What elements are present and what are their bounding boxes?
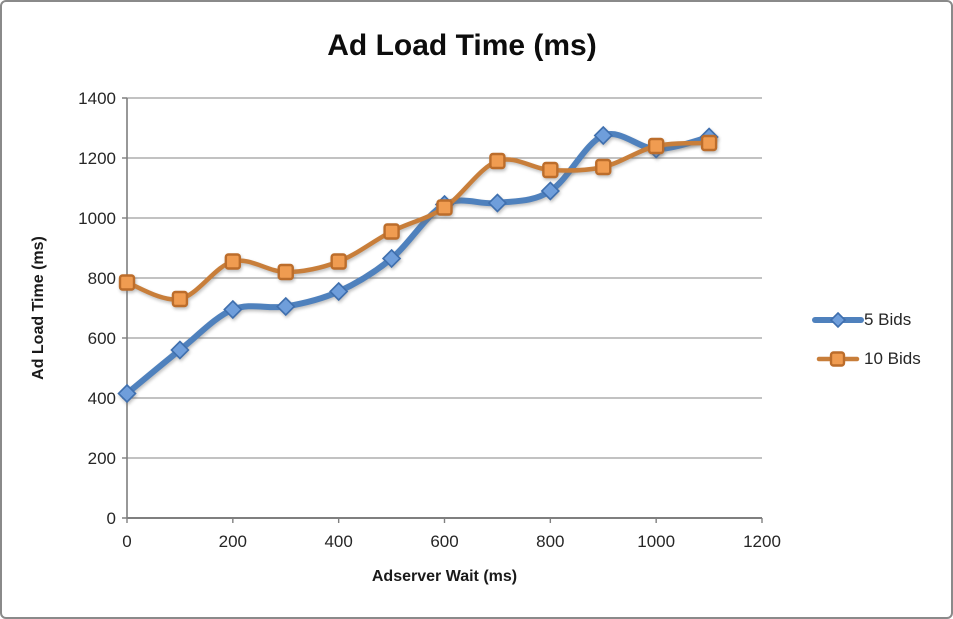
data-point-marker[interactable]	[329, 281, 349, 302]
y-tick-label: 200	[88, 449, 116, 468]
x-tick-label: 0	[122, 532, 131, 551]
data-point-marker[interactable]	[700, 134, 718, 152]
data-point-marker[interactable]	[383, 223, 400, 240]
x-tick-label: 800	[536, 532, 564, 551]
y-tick-label: 0	[107, 509, 116, 528]
x-tick-label: 400	[324, 532, 352, 551]
x-tick-label: 600	[430, 532, 458, 551]
data-point-marker[interactable]	[224, 253, 242, 270]
data-point-marker[interactable]	[118, 274, 136, 291]
y-tick-label: 1400	[78, 89, 116, 108]
x-axis-title: Adserver Wait (ms)	[371, 568, 518, 585]
data-point-marker[interactable]	[595, 158, 612, 176]
data-point-marker[interactable]	[540, 181, 560, 201]
x-tick-label: 1000	[637, 532, 675, 551]
data-point-marker[interactable]	[223, 299, 243, 320]
data-point-marker[interactable]	[542, 161, 559, 179]
legend-marker-10-bids-icon	[816, 351, 860, 367]
legend-item-5-bids[interactable]: 5 Bids	[812, 305, 942, 335]
data-point-marker[interactable]	[593, 125, 613, 146]
x-tick-label: 1200	[743, 532, 781, 551]
legend-label-10-bids: 10 Bids	[864, 349, 921, 368]
data-point-marker[interactable]	[170, 340, 190, 360]
data-point-marker[interactable]	[277, 263, 294, 281]
series-line	[124, 131, 713, 397]
y-tick-label: 800	[88, 269, 116, 288]
data-point-marker[interactable]	[647, 137, 665, 155]
data-point-marker[interactable]	[330, 253, 347, 270]
y-tick-label: 1200	[78, 149, 116, 168]
data-point-marker[interactable]	[276, 296, 296, 317]
series-line	[124, 140, 712, 302]
data-point-marker[interactable]	[489, 152, 506, 170]
data-point-marker[interactable]	[487, 193, 508, 213]
data-point-marker[interactable]	[171, 290, 189, 308]
series-10-bids	[118, 134, 718, 308]
data-point-marker[interactable]	[381, 248, 402, 269]
legend-marker-5-bids-icon	[812, 311, 864, 329]
data-point-marker[interactable]	[436, 199, 453, 216]
y-tick-label: 600	[88, 329, 116, 348]
data-point-marker[interactable]	[117, 383, 137, 404]
y-tick-label: 400	[88, 389, 116, 408]
chart-title: Ad Load Time (ms)	[327, 29, 597, 62]
x-tick-label: 200	[219, 532, 247, 551]
legend-label-5-bids: 5 Bids	[864, 310, 912, 329]
legend-item-10-bids[interactable]: 10 Bids	[812, 344, 942, 374]
series-5-bids	[117, 125, 719, 404]
y-tick-label: 1000	[78, 209, 116, 228]
legend: 5 Bids 10 Bids	[812, 305, 942, 383]
